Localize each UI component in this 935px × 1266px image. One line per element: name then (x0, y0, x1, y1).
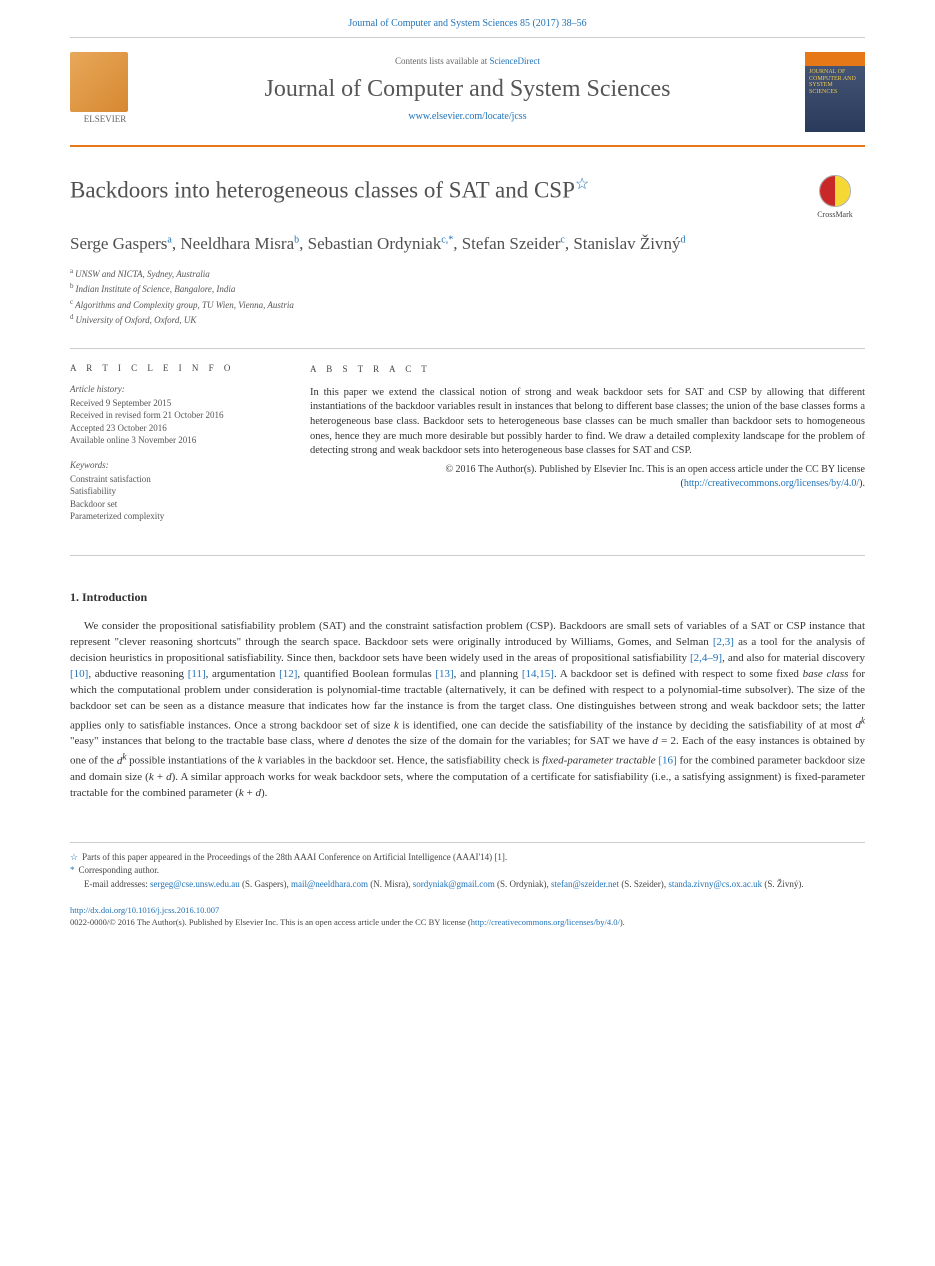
citation-link[interactable]: [14,15] (522, 668, 554, 680)
section-heading: 1. Introduction (70, 590, 865, 605)
affiliations: aUNSW and NICTA, Sydney, Australia bIndi… (70, 266, 865, 328)
author: Sebastian Ordyniakc,* (308, 234, 454, 253)
email-link[interactable]: sergeg@cse.unsw.edu.au (150, 879, 240, 889)
email-link[interactable]: standa.zivny@cs.ox.ac.uk (668, 879, 762, 889)
author: Neeldhara Misrab (180, 234, 299, 253)
crossmark-label: CrossMark (817, 210, 853, 219)
contents-prefix: Contents lists available at (395, 56, 489, 66)
cc-license-link[interactable]: http://creativecommons.org/licenses/by/4… (471, 917, 620, 927)
paper-title: Backdoors into heterogeneous classes of … (70, 175, 785, 205)
keywords-label: Keywords: (70, 459, 270, 472)
footnote: ☆Parts of this paper appeared in the Pro… (70, 851, 865, 865)
email-link[interactable]: sordyniak@gmail.com (413, 879, 495, 889)
footnote-marker: * (70, 865, 75, 875)
cc-license-link[interactable]: http://creativecommons.org/licenses/by/4… (684, 478, 859, 489)
citation-link[interactable]: [13] (435, 668, 453, 680)
history-line: Available online 3 November 2016 (70, 434, 270, 447)
history-line: Received 9 September 2015 (70, 397, 270, 410)
crossmark-badge[interactable]: CrossMark (805, 175, 865, 219)
copyright-line: © 2016 The Author(s). Published by Elsev… (310, 463, 865, 491)
title-text: Backdoors into heterogeneous classes of … (70, 178, 575, 203)
crossmark-icon (819, 175, 851, 207)
citation-link[interactable]: [10] (70, 668, 88, 680)
article-info-heading: A R T I C L E I N F O (70, 363, 270, 373)
journal-cover-thumbnail: JOURNAL OF COMPUTER AND SYSTEM SCIENCES (805, 52, 865, 132)
keyword: Constraint satisfaction (70, 473, 270, 486)
affiliation: cAlgorithms and Complexity group, TU Wie… (70, 297, 865, 313)
email-link[interactable]: mail@neeldhara.com (291, 879, 368, 889)
footnote-marker: ☆ (70, 852, 78, 862)
journal-name: Journal of Computer and System Sciences (70, 76, 865, 103)
header-citation: Journal of Computer and System Sciences … (0, 0, 935, 37)
footnote: *Corresponding author. (70, 864, 865, 878)
elsevier-tree-icon (70, 52, 128, 112)
author: Stanislav Živnýd (573, 234, 685, 253)
doi-link[interactable]: http://dx.doi.org/10.1016/j.jcss.2016.10… (70, 905, 219, 915)
citation-link[interactable]: [16] (658, 755, 676, 767)
introduction-paragraph: We consider the propositional satisfiabi… (70, 619, 865, 802)
history-line: Received in revised form 21 October 2016 (70, 409, 270, 422)
elsevier-logo: ELSEVIER (70, 52, 140, 132)
author: Stefan Szeiderc (462, 234, 565, 253)
history-line: Accepted 23 October 2016 (70, 422, 270, 435)
history-label: Article history: (70, 383, 270, 396)
authors-line: Serge Gaspersa, Neeldhara Misrab, Sebast… (70, 233, 865, 256)
citation-link[interactable]: [12] (279, 668, 297, 680)
abstract-heading: A B S T R A C T (310, 363, 865, 376)
keyword: Parameterized complexity (70, 510, 270, 523)
emails-line: E-mail addresses: sergeg@cse.unsw.edu.au… (84, 878, 865, 892)
affiliation: aUNSW and NICTA, Sydney, Australia (70, 266, 865, 282)
affiliation: bIndian Institute of Science, Bangalore,… (70, 281, 865, 297)
abstract-text: In this paper we extend the classical no… (310, 386, 865, 459)
journal-header: ELSEVIER Contents lists available at Sci… (70, 37, 865, 147)
divider (70, 555, 865, 556)
elsevier-label: ELSEVIER (70, 114, 140, 124)
footnotes: ☆Parts of this paper appeared in the Pro… (70, 842, 865, 929)
cover-accent-bar (805, 52, 865, 66)
citation-link[interactable]: [2,3] (713, 636, 734, 648)
citation-link[interactable]: [11] (188, 668, 206, 680)
doi-block: http://dx.doi.org/10.1016/j.jcss.2016.10… (70, 905, 865, 929)
author: Serge Gaspersa (70, 234, 172, 253)
contents-line: Contents lists available at ScienceDirec… (70, 56, 865, 66)
affiliation: dUniversity of Oxford, Oxford, UK (70, 312, 865, 328)
title-footnote-marker: ☆ (575, 176, 589, 193)
main-content: Backdoors into heterogeneous classes of … (0, 147, 935, 949)
email-link[interactable]: stefan@szeider.net (551, 879, 619, 889)
keyword: Satisfiability (70, 485, 270, 498)
sciencedirect-link[interactable]: ScienceDirect (490, 56, 540, 66)
article-info-column: A R T I C L E I N F O Article history: R… (70, 363, 270, 535)
locate-link[interactable]: www.elsevier.com/locate/jcss (70, 111, 865, 122)
citation-link[interactable]: [2,4–9] (690, 652, 722, 664)
divider (70, 348, 865, 349)
keyword: Backdoor set (70, 498, 270, 511)
cover-title-text: JOURNAL OF COMPUTER AND SYSTEM SCIENCES (809, 69, 856, 95)
abstract-column: A B S T R A C T In this paper we extend … (310, 363, 865, 535)
